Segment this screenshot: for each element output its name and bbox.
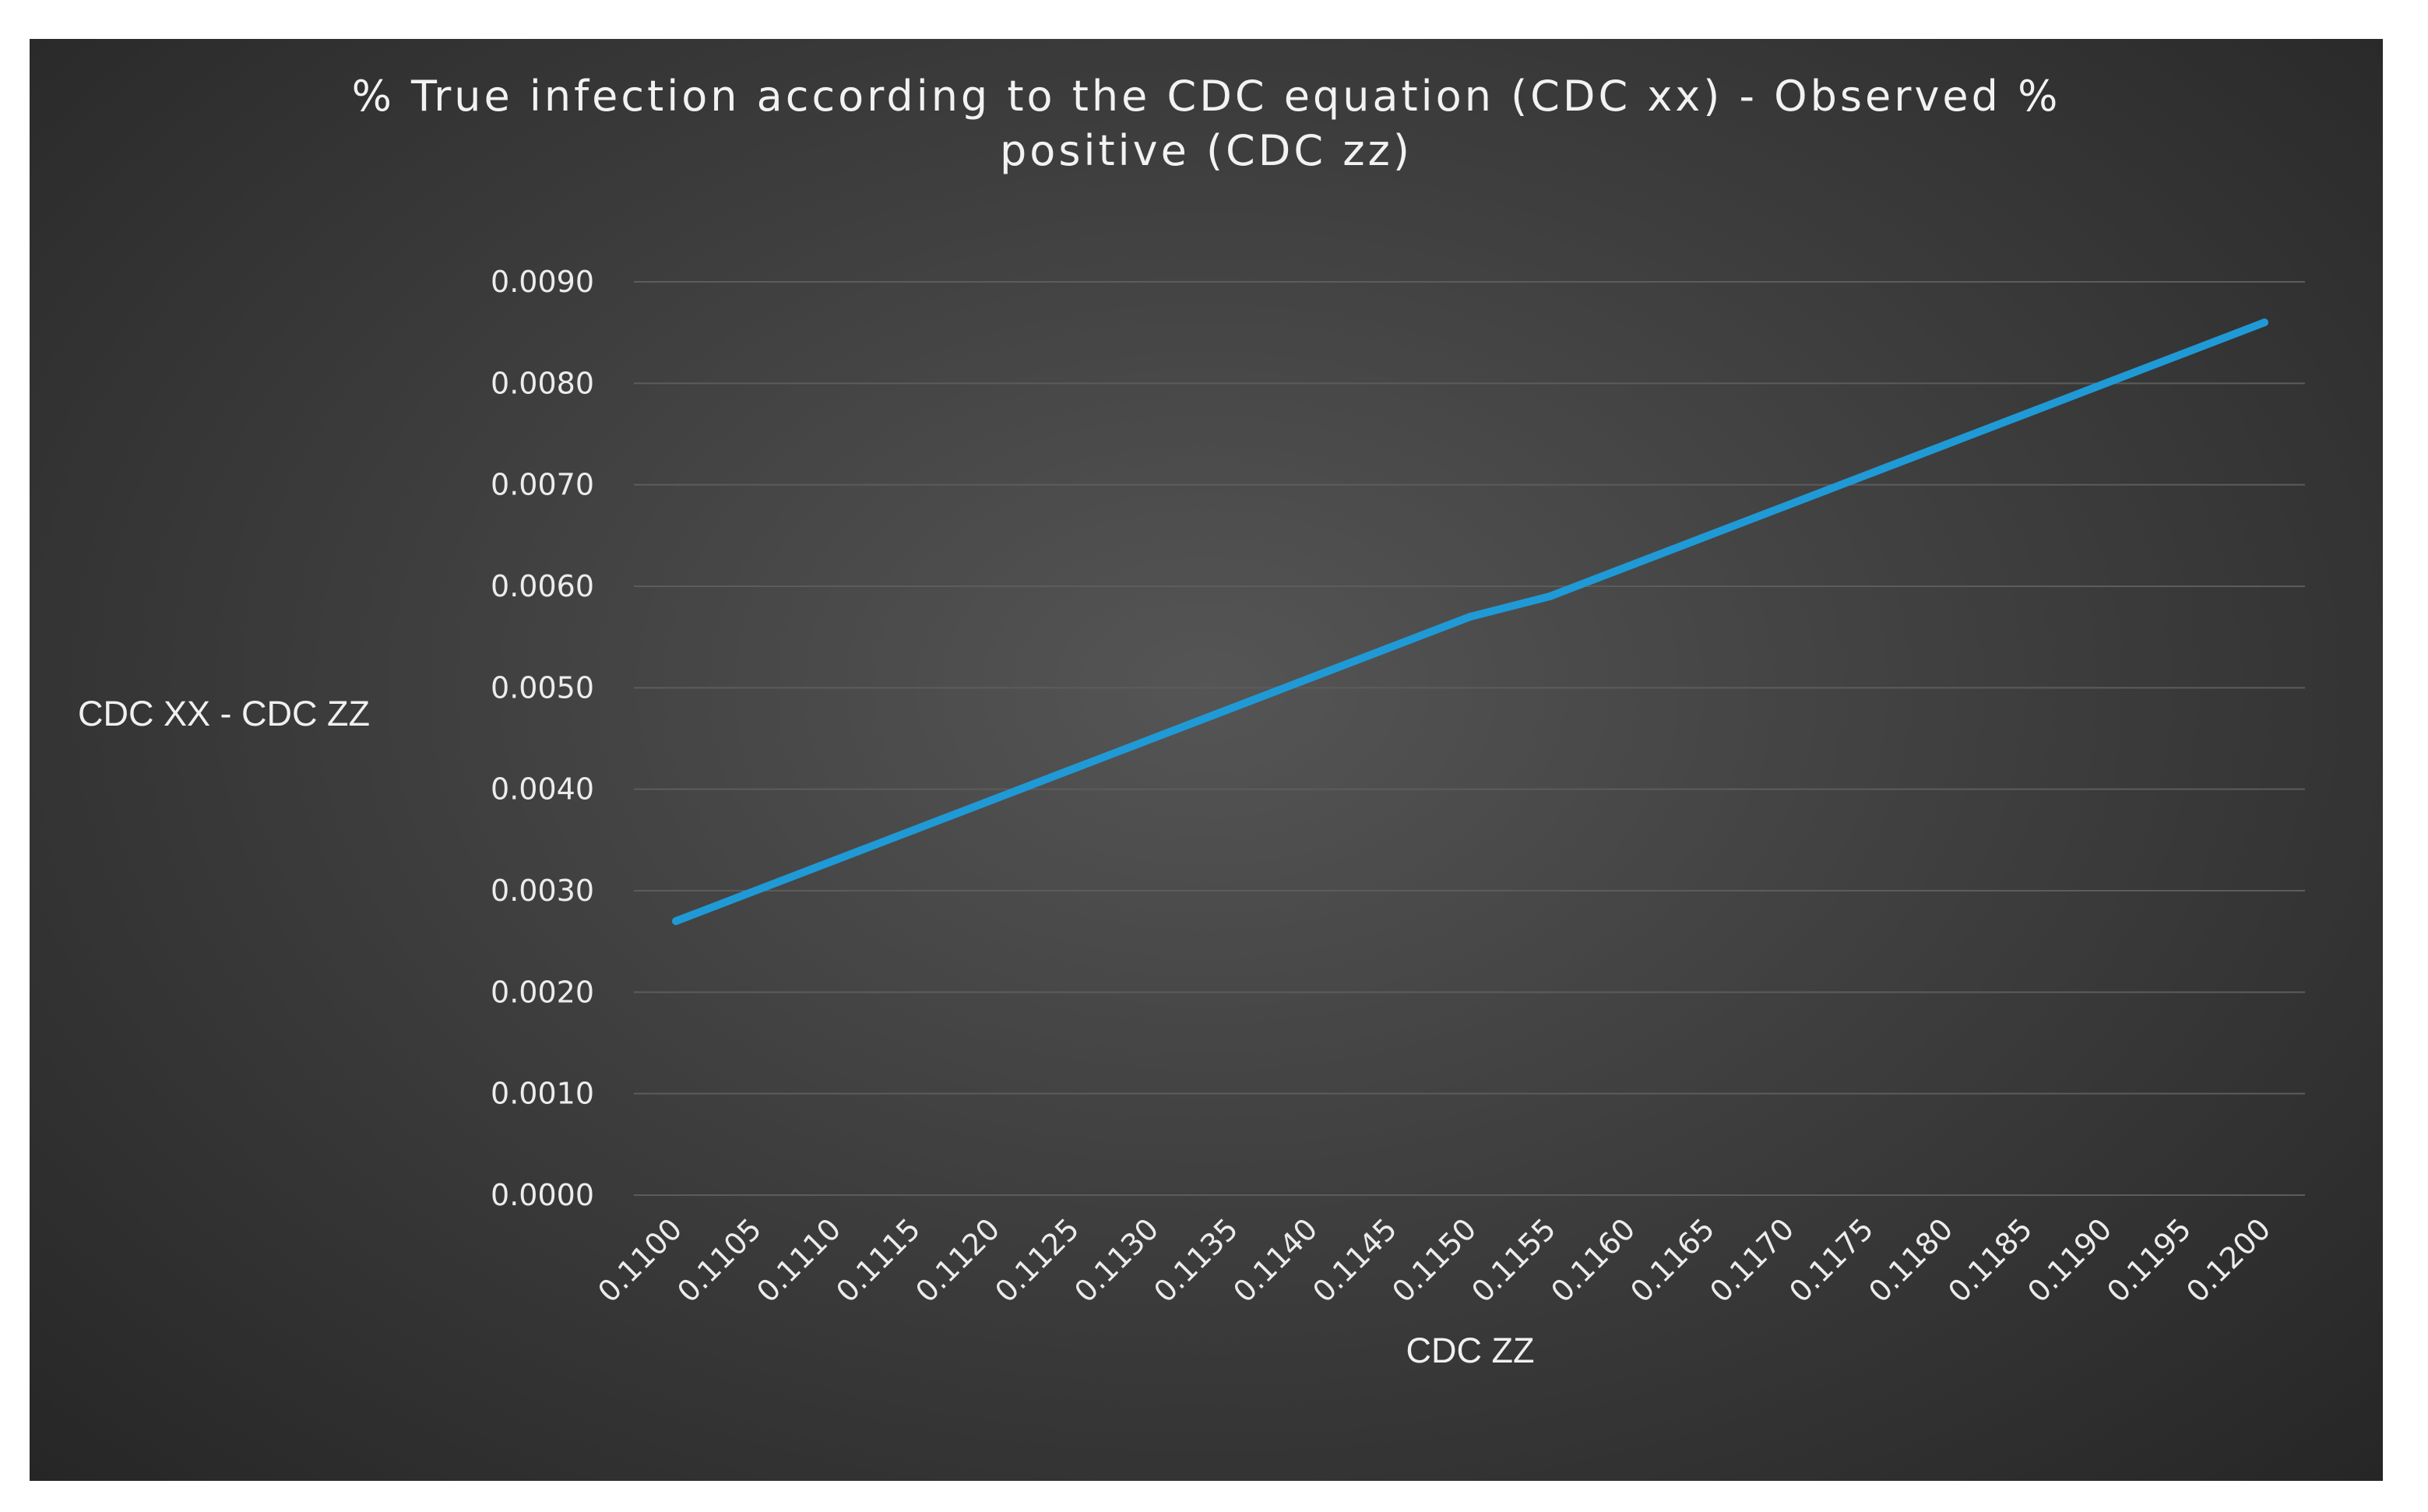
x-tick-label: 0.1155 (1465, 1211, 1562, 1309)
data-point (672, 917, 680, 926)
data-point (1943, 440, 1951, 448)
y-axis-title: CDC XX - CDC ZZ (78, 694, 370, 733)
x-tick-label: 0.1100 (591, 1211, 688, 1309)
data-point (2022, 410, 2030, 418)
x-tick-label: 0.1145 (1306, 1211, 1403, 1309)
data-point (2181, 349, 2189, 357)
y-tick-label: 0.0040 (491, 772, 594, 807)
y-tick-label: 0.0000 (491, 1178, 594, 1212)
y-tick-label: 0.0060 (491, 569, 594, 603)
x-tick-label: 0.1115 (829, 1211, 927, 1309)
x-tick-label: 0.1175 (1782, 1211, 1880, 1309)
x-tick-label: 0.1110 (750, 1211, 847, 1309)
y-tick-label: 0.0020 (491, 975, 594, 1009)
x-axis-title: CDC ZZ (1406, 1331, 1535, 1370)
data-point (1069, 765, 1077, 773)
data-point (2102, 379, 2110, 388)
y-tick-label: 0.0070 (491, 468, 594, 502)
x-tick-label: 0.1185 (1941, 1211, 2039, 1309)
y-tick-label: 0.0090 (491, 265, 594, 299)
x-tick-label: 0.1125 (988, 1211, 1086, 1309)
data-point (1307, 673, 1315, 682)
x-tick-label: 0.1120 (909, 1211, 1006, 1309)
x-tick-label: 0.1165 (1624, 1211, 1721, 1309)
y-tick-label: 0.0080 (491, 366, 594, 400)
x-tick-label: 0.1190 (2021, 1211, 2118, 1309)
y-tick-label: 0.0030 (491, 874, 594, 908)
data-point (910, 825, 918, 834)
data-point (1784, 501, 1792, 509)
data-point (831, 856, 839, 864)
line-chart: 0.0000 0.0010 0.0020 0.0030 0.0040 0.0050 0.00… (78, 265, 2305, 1370)
chart-panel: % True infection according to the CDC eq… (30, 39, 2383, 1481)
data-point (1546, 592, 1554, 601)
data-point (1625, 561, 1633, 570)
data-point (1387, 643, 1395, 652)
data-point (1228, 704, 1236, 712)
data-point (990, 795, 998, 803)
x-tick-label: 0.1170 (1703, 1211, 1800, 1309)
data-point (1149, 734, 1156, 743)
y-tick-label: 0.0010 (491, 1077, 594, 1111)
x-tick-label: 0.1130 (1068, 1211, 1165, 1309)
chart-title-line-2: positive (CDC zz) (1000, 126, 1413, 175)
x-tick-label: 0.1150 (1385, 1211, 1483, 1309)
chart-title-line-1: % True infection according to the CDC eq… (351, 72, 2061, 121)
data-point (1863, 470, 1871, 479)
x-tick-label: 0.1140 (1226, 1211, 1324, 1309)
x-tick-label: 0.1200 (2180, 1211, 2277, 1309)
data-point (751, 887, 759, 895)
x-tick-label: 0.1105 (670, 1211, 768, 1309)
x-tick-label: 0.1160 (1544, 1211, 1642, 1309)
data-point (1705, 531, 1712, 540)
data-point (1466, 613, 1474, 621)
y-tick-label: 0.0050 (491, 670, 594, 705)
x-tick-label: 0.1180 (1862, 1211, 1959, 1309)
data-point (2261, 318, 2268, 327)
x-tick-label: 0.1195 (2100, 1211, 2198, 1309)
x-tick-label: 0.1135 (1147, 1211, 1244, 1309)
